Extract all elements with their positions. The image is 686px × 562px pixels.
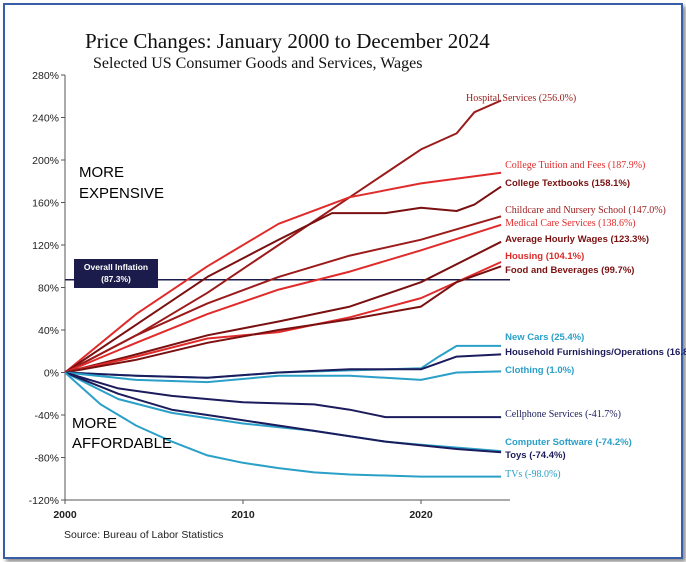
series-line <box>64 215 502 374</box>
overall-inflation-label: Overall Inflation <box>84 262 148 272</box>
chart-subtitle: Selected US Consumer Goods and Services,… <box>93 55 422 72</box>
axes: 280% 240% 200% 160% 120% 80% 40% 0% -40% -80% -120… <box>29 70 510 521</box>
chart-title: Price Changes: January 2000 to December … <box>85 29 490 53</box>
series-line <box>64 171 502 374</box>
y-tick-label: -80% <box>34 453 59 465</box>
series-line <box>64 223 502 374</box>
overall-inflation-value: (87.3%) <box>101 274 131 284</box>
series-line <box>64 240 502 374</box>
more-expensive-label-2: EXPENSIVE <box>79 185 164 202</box>
series-label: Childcare and Nursery School (147.0%) <box>505 205 666 216</box>
y-tick-label: 0% <box>44 368 59 380</box>
series-line <box>64 370 502 384</box>
series-label: College Tuition and Fees (187.9%) <box>505 160 645 171</box>
y-tick-label: 80% <box>38 283 59 295</box>
more-affordable-label-2: AFFORDABLE <box>72 435 172 452</box>
series-label: Cellphone Services (-41.7%) <box>505 409 621 420</box>
series-line <box>64 185 502 374</box>
series-label: Clothing (1.0%) <box>505 365 574 376</box>
series-label: Food and Beverages (99.7%) <box>505 265 634 276</box>
series-label: College Textbooks (158.1%) <box>505 178 630 189</box>
series-line <box>64 371 502 478</box>
source-note: Source: Bureau of Labor Statistics <box>64 529 223 541</box>
series-label: Hospital Services (256.0%) <box>466 93 576 104</box>
y-tick-label: 120% <box>32 240 59 252</box>
series-line <box>64 371 502 454</box>
series-line <box>64 371 502 419</box>
y-tick-label: 240% <box>32 113 59 125</box>
y-tick-label: 200% <box>32 155 59 167</box>
series-line <box>64 353 502 379</box>
y-tick-label: -40% <box>34 410 59 422</box>
y-tick-label: -120% <box>29 495 59 507</box>
series-label: Household Furnishings/Operations (16.8%) <box>505 347 686 358</box>
series-line <box>64 261 502 374</box>
series-label: TVs (-98.0%) <box>505 469 561 480</box>
more-expensive-label-1: MORE <box>79 164 124 181</box>
more-affordable-label-1: MORE <box>72 415 117 432</box>
x-tick-label: 2000 <box>53 509 77 521</box>
series-label: Medical Care Services (138.6%) <box>505 218 636 229</box>
y-tick-label: 160% <box>32 198 59 210</box>
x-tick-label: 2020 <box>409 509 433 521</box>
series-line <box>64 265 502 374</box>
overall-inflation-box <box>74 259 158 288</box>
y-tick-label: 280% <box>32 70 59 82</box>
series-label: Average Hourly Wages (123.3%) <box>505 234 649 245</box>
series-label: Computer Software (-74.2%) <box>505 437 632 448</box>
series-label: Toys (-74.4%) <box>505 450 566 461</box>
y-tick-label: 40% <box>38 325 59 337</box>
x-tick-label: 2010 <box>231 509 255 521</box>
series-labels: Hospital Services (256.0%) College Tuitio… <box>466 93 686 480</box>
series-lines <box>64 99 502 478</box>
series-label: New Cars (25.4%) <box>505 332 584 343</box>
series-label: Housing (104.1%) <box>505 251 584 262</box>
